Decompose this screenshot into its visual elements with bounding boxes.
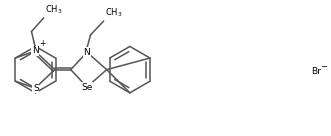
Text: +: + xyxy=(39,39,46,48)
Text: S: S xyxy=(33,84,39,93)
Text: −: − xyxy=(320,62,327,71)
Text: N: N xyxy=(84,48,90,57)
Text: Br: Br xyxy=(311,67,321,76)
Text: CH$_3$: CH$_3$ xyxy=(105,7,122,19)
Text: CH$_3$: CH$_3$ xyxy=(45,3,63,16)
Text: Se: Se xyxy=(81,83,93,92)
Text: N: N xyxy=(32,46,38,55)
